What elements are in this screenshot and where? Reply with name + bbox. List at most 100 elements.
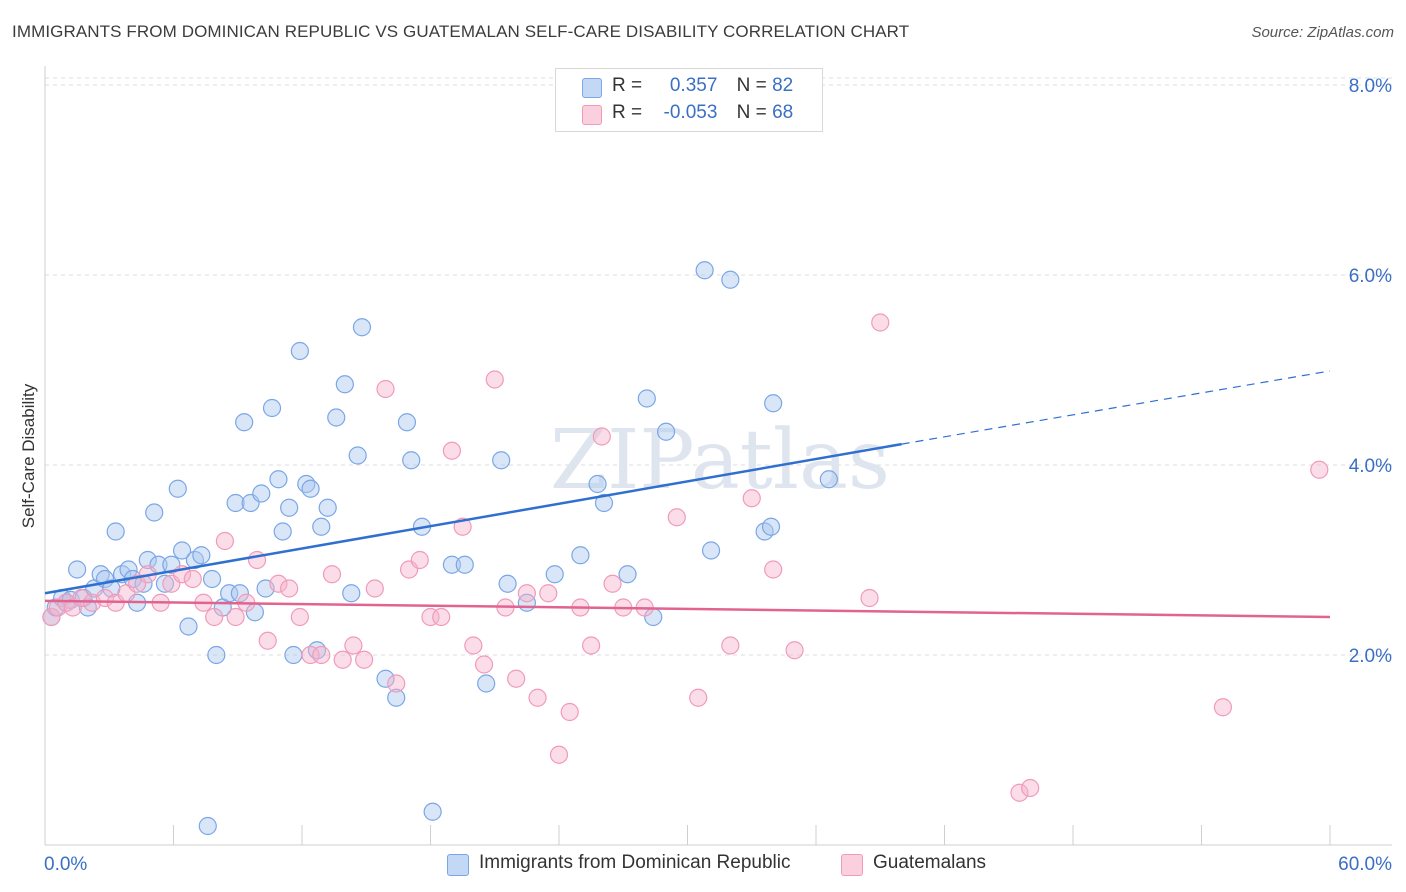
data-point — [528, 688, 547, 707]
trend-line-dominican — [44, 442, 902, 595]
data-point — [498, 574, 517, 593]
correlation-legend: R = 0.357 N = 82 R = -0.053 N = 68 — [555, 68, 823, 132]
legend-r-label: R = — [612, 102, 643, 123]
data-point — [571, 546, 590, 565]
data-point — [280, 498, 299, 517]
data-point — [539, 584, 558, 603]
data-point — [603, 574, 622, 593]
bottom-legend-swatch-blue — [447, 854, 469, 876]
data-point — [477, 674, 496, 693]
data-point — [322, 565, 342, 584]
data-point — [215, 531, 234, 551]
data-point — [68, 560, 87, 579]
data-point — [258, 631, 277, 650]
data-point — [594, 493, 614, 513]
data-point — [764, 560, 783, 579]
x-tick-label: 0.0% — [44, 854, 87, 875]
data-point — [335, 375, 354, 394]
watermark: ZIPatlas — [550, 413, 890, 508]
legend-n-value: 82 — [772, 75, 794, 96]
legend-swatch-blue — [582, 78, 602, 98]
data-point — [1010, 783, 1029, 802]
data-point — [474, 655, 494, 674]
trend-line-dominican-extension — [901, 370, 1331, 445]
data-point — [517, 584, 536, 603]
data-point — [344, 636, 363, 655]
data-point — [262, 398, 282, 418]
series-guatemalan — [42, 313, 1329, 802]
trend-line-guatemalan — [44, 599, 1331, 619]
data-point — [48, 598, 67, 617]
data-point — [1021, 778, 1040, 798]
data-point — [355, 650, 374, 669]
axes — [44, 66, 1392, 846]
data-point — [588, 474, 607, 494]
data-point — [342, 584, 361, 603]
legend-n-value: 68 — [772, 102, 794, 123]
data-point — [348, 446, 367, 465]
data-point — [721, 636, 740, 655]
data-point — [207, 645, 226, 665]
data-point — [145, 503, 164, 522]
data-point — [301, 479, 320, 498]
data-point — [183, 569, 202, 589]
data-point — [205, 607, 224, 627]
grid-lines — [45, 77, 1392, 656]
data-point — [819, 470, 838, 489]
data-point — [785, 641, 804, 660]
data-point — [695, 261, 714, 280]
data-point — [138, 550, 157, 570]
data-point — [273, 522, 292, 541]
data-point — [402, 451, 421, 470]
data-point — [312, 517, 331, 536]
trend-lines — [44, 370, 1331, 619]
data-point — [280, 579, 299, 598]
data-point — [410, 550, 429, 570]
data-point — [290, 341, 309, 361]
data-point — [235, 413, 254, 432]
data-point — [387, 688, 406, 707]
data-point — [269, 574, 288, 593]
data-point — [284, 645, 303, 665]
data-point — [365, 579, 384, 598]
data-point — [333, 650, 352, 669]
tick-labels: 2.0% 4.0% 6.0% 8.0% 0.0% 60.0% — [44, 76, 1392, 875]
data-point — [761, 517, 781, 536]
data-point — [168, 479, 187, 498]
data-point — [155, 574, 175, 593]
legend-r-value: -0.053 — [663, 102, 718, 123]
data-point — [42, 607, 61, 627]
data-point — [318, 498, 337, 517]
data-point — [667, 508, 686, 527]
legend-r-value: 0.357 — [669, 75, 718, 96]
data-point — [560, 702, 579, 722]
data-point — [582, 636, 601, 655]
data-point — [106, 522, 125, 541]
data-point — [701, 541, 721, 560]
data-point — [230, 584, 249, 603]
data-point — [618, 565, 637, 584]
legend-swatch-pink — [582, 105, 602, 125]
data-point — [507, 669, 526, 688]
data-point — [423, 802, 442, 821]
legend-r-label: R = — [612, 75, 643, 96]
y-tick-label: 8.0% — [1349, 76, 1392, 97]
data-point — [397, 413, 417, 432]
source-label: Source: ZipAtlas.com — [1251, 24, 1394, 41]
data-point — [689, 688, 708, 707]
data-point — [656, 422, 676, 441]
data-point — [376, 379, 395, 399]
series-dominican — [42, 261, 838, 836]
bottom-legend-swatch-pink — [841, 854, 863, 876]
data-point — [192, 546, 211, 565]
legend-n-label: N = — [736, 102, 767, 123]
data-point — [871, 313, 890, 332]
y-tick-label: 6.0% — [1349, 266, 1392, 287]
y-tick-label: 4.0% — [1349, 456, 1392, 477]
data-point — [252, 484, 271, 503]
data-point — [432, 607, 451, 627]
data-point — [376, 669, 395, 688]
data-point — [442, 441, 462, 460]
data-point — [290, 607, 309, 627]
data-point — [301, 645, 320, 665]
